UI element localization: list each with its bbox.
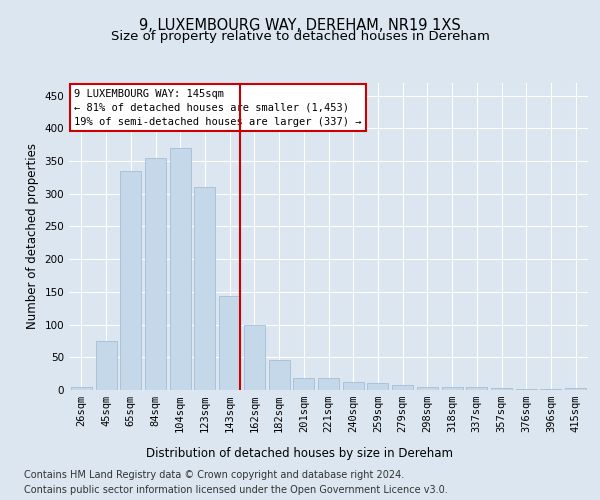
Text: Distribution of detached houses by size in Dereham: Distribution of detached houses by size … — [146, 448, 454, 460]
Bar — [95, 341, 116, 390]
Bar — [194, 187, 215, 390]
Bar — [343, 382, 364, 390]
Bar — [392, 386, 413, 390]
Bar — [145, 158, 166, 390]
Text: Size of property relative to detached houses in Dereham: Size of property relative to detached ho… — [110, 30, 490, 43]
Y-axis label: Number of detached properties: Number of detached properties — [26, 143, 39, 329]
Text: 9, LUXEMBOURG WAY, DEREHAM, NR19 1XS: 9, LUXEMBOURG WAY, DEREHAM, NR19 1XS — [139, 18, 461, 32]
Bar — [244, 325, 265, 390]
Bar — [71, 386, 92, 390]
Bar — [417, 386, 438, 390]
Bar — [170, 148, 191, 390]
Bar — [120, 171, 141, 390]
Bar — [565, 388, 586, 390]
Bar — [466, 388, 487, 390]
Bar — [442, 386, 463, 390]
Bar — [269, 360, 290, 390]
Text: 9 LUXEMBOURG WAY: 145sqm
← 81% of detached houses are smaller (1,453)
19% of sem: 9 LUXEMBOURG WAY: 145sqm ← 81% of detach… — [74, 88, 362, 126]
Bar — [219, 296, 240, 390]
Text: Contains HM Land Registry data © Crown copyright and database right 2024.: Contains HM Land Registry data © Crown c… — [24, 470, 404, 480]
Bar — [367, 384, 388, 390]
Bar — [491, 388, 512, 390]
Bar — [293, 378, 314, 390]
Bar — [318, 378, 339, 390]
Text: Contains public sector information licensed under the Open Government Licence v3: Contains public sector information licen… — [24, 485, 448, 495]
Bar — [516, 388, 537, 390]
